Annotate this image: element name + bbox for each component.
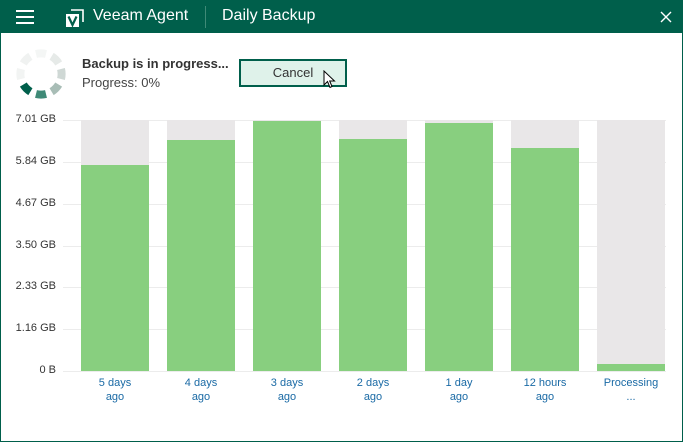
bar-fill [253,121,321,371]
y-axis-tick-label: 4.67 GB [15,196,56,209]
bar-fill [597,364,665,371]
title-divider [205,6,206,28]
status-title: Backup is in progress... [82,56,229,71]
y-axis-tick-label: 0 B [39,364,56,376]
bar-fill [167,140,235,371]
job-name: Daily Backup [222,7,316,24]
restore-point-bar[interactable] [425,120,493,371]
x-axis-label[interactable]: Processing... [603,377,659,403]
y-axis-tick-label: 7.01 GB [15,113,56,125]
title-bar: Veeam Agent Daily Backup [1,0,683,33]
bar-fill [511,148,579,371]
x-axis-label[interactable]: 3 days ago [270,377,304,403]
bar-fill [339,139,407,371]
x-axis-label[interactable]: 1 day ago [445,377,473,403]
x-axis-label[interactable]: 4 days ago [184,377,218,403]
cancel-button[interactable]: Cancel [239,59,347,87]
restore-point-bar[interactable] [511,120,579,371]
veeam-logo-icon [66,9,84,28]
y-axis-tick-label: 3.50 GB [15,238,56,251]
x-axis-label[interactable]: 2 days ago [356,377,390,403]
y-axis-tick-label: 1.16 GB [15,322,56,335]
restore-point-bar[interactable] [597,120,665,371]
loading-spinner-icon [16,49,66,99]
hamburger-menu-icon[interactable] [16,10,34,24]
x-axis-label[interactable]: 12 hours ago [523,377,567,403]
restore-point-bar[interactable] [339,120,407,371]
backup-size-chart: 7.01 GB 5.84 GB 4.67 GB 3.50 GB 2.33 GB 1.16 … [1,105,683,405]
progress-text: Progress: 0% [82,75,161,90]
app-name: Veeam Agent [93,7,189,24]
y-axis-tick-label: 2.33 GB [15,280,56,293]
bar-fill [81,165,149,371]
y-axis-tick-label: 5.84 GB [15,154,56,167]
x-axis-label[interactable]: 5 days ago [98,377,132,403]
close-icon[interactable] [657,8,675,26]
restore-point-bar[interactable] [167,120,235,371]
restore-point-bar[interactable] [253,120,321,371]
gridline [63,371,666,372]
bar-fill [425,123,493,371]
restore-point-bar[interactable] [81,120,149,371]
